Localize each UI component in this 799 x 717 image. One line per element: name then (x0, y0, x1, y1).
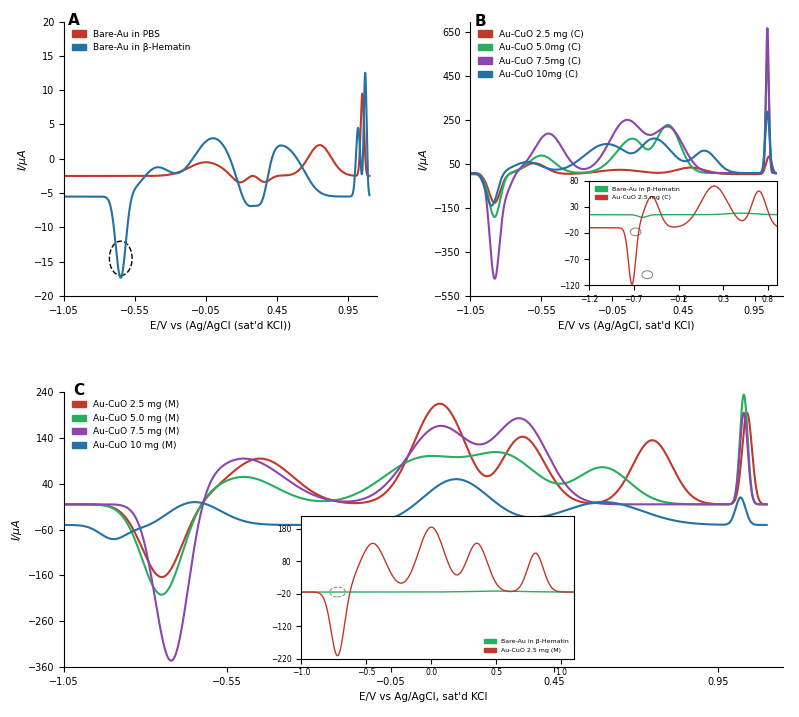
Y-axis label: I/μA: I/μA (419, 148, 428, 170)
X-axis label: E/V vs Ag/AgCl, sat'd KCl: E/V vs Ag/AgCl, sat'd KCl (360, 692, 487, 702)
Text: A: A (68, 13, 80, 28)
Text: B: B (475, 14, 487, 29)
Legend: Au-CuO 2.5 mg (C), Au-CuO 5.0mg (C), Au-CuO 7.5mg (C), Au-CuO 10mg (C): Au-CuO 2.5 mg (C), Au-CuO 5.0mg (C), Au-… (475, 26, 587, 82)
X-axis label: E/V vs (Ag/AgCl (sat'd KCl)): E/V vs (Ag/AgCl (sat'd KCl)) (149, 321, 291, 331)
Y-axis label: I/μA: I/μA (18, 148, 28, 170)
X-axis label: E/V vs (Ag/AgCl, sat'd KCl): E/V vs (Ag/AgCl, sat'd KCl) (559, 321, 695, 331)
Legend: Bare-Au in PBS, Bare-Au in β-Hematin: Bare-Au in PBS, Bare-Au in β-Hematin (69, 26, 194, 56)
Text: C: C (74, 384, 85, 399)
Legend: Au-CuO 2.5 mg (M), Au-CuO 5.0 mg (M), Au-CuO 7.5 mg (M), Au-CuO 10 mg (M): Au-CuO 2.5 mg (M), Au-CuO 5.0 mg (M), Au… (69, 397, 183, 453)
Y-axis label: I/μA: I/μA (12, 518, 22, 541)
